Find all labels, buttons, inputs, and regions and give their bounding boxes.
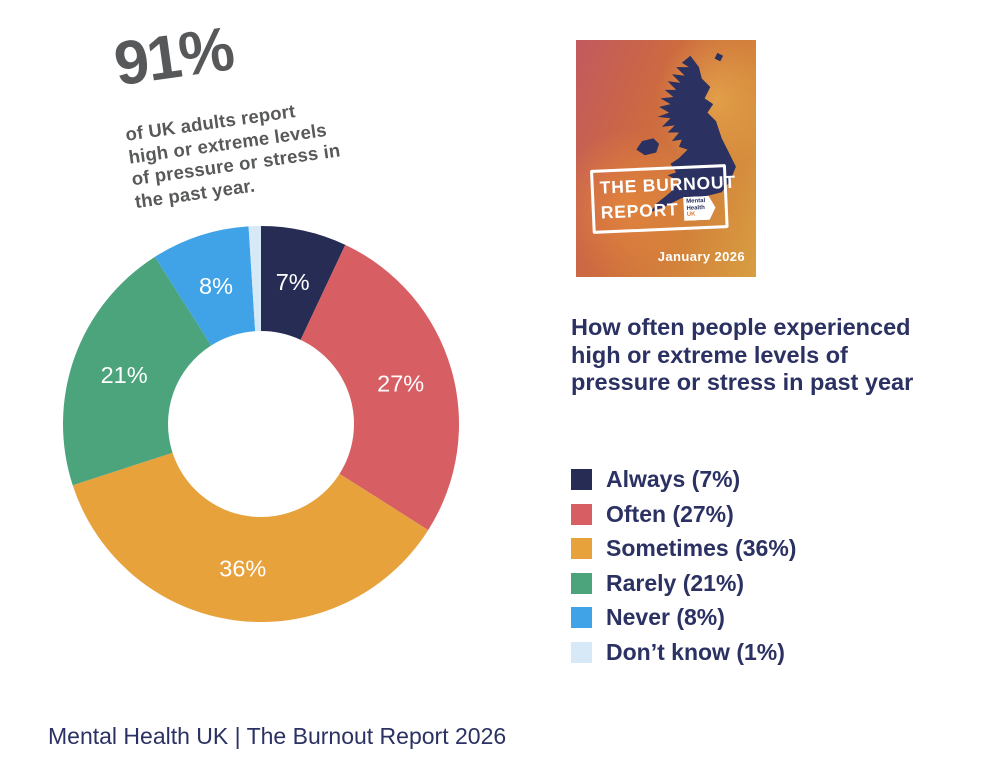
legend-swatch [571,641,592,663]
great-britain-shape [650,55,736,213]
legend-label: Often (27%) [606,500,734,527]
chart-legend: Always (7%) Often (27%) Sometimes (36%) Rar… [571,466,796,673]
slice-label: 36% [219,556,266,582]
stamp-title-line1: THE BURNOUT [599,171,737,198]
chart-title-line: high or extreme levels of [571,341,848,368]
stat-91-percent: 91% [110,14,237,100]
legend-label: Sometimes (36%) [606,535,797,561]
donut-slice-rarely [62,256,212,486]
legend-label: Rarely (21%) [606,569,745,596]
chart-title: How often people experienced high or ext… [571,314,913,397]
legend-label: Always (7%) [606,466,741,492]
donut-slice-always [261,226,346,340]
burnout-report-stamp: THE BURNOUT REPORT Mental Health UK [590,164,737,234]
donut-chart: 7% 27% 36% 21% 8% [62,226,460,623]
legend-item: Rarely (21%) [571,570,796,597]
legend-item: Don’t know (1%) [571,639,796,666]
legend-item: Never (8%) [571,604,796,631]
slice-label: 27% [377,371,424,397]
legend-item: Sometimes (36%) [571,535,796,562]
legend-item: Always (7%) [571,466,796,493]
northern-ireland-shape [636,138,660,156]
donut-slice-sometimes [72,452,429,623]
legend-label: Never (8%) [606,604,725,630]
legend-swatch [571,503,592,525]
legend-swatch [571,607,592,628]
slice-label: 8% [199,273,233,299]
cover-date: January 2026 [657,249,745,264]
stat-description: of UK adults report high or extreme leve… [124,95,345,213]
donut-slice-don-t-know [248,226,261,332]
footer-attribution: Mental Health UK | The Burnout Report 20… [48,723,507,749]
stamp-title-line2: REPORT [600,198,679,223]
legend-label: Don’t know (1%) [606,638,785,665]
slice-label: 7% [276,269,310,295]
shetland-shape [714,52,724,62]
legend-swatch [571,469,592,490]
donut-slice-never [154,226,256,346]
mental-health-uk-logo: Mental Health UK [683,196,716,221]
legend-swatch [571,538,592,559]
flame-glow [576,130,696,277]
uk-map-silhouette [636,52,736,213]
report-cover: THE BURNOUT REPORT Mental Health UK Janu… [576,40,756,277]
legend-item: Often (27%) [571,501,796,528]
chart-title-line: How often people experienced [571,314,911,340]
slice-label: 21% [101,362,148,388]
logo-line: UK [686,211,696,219]
chart-title-line: pressure or stress in past year [571,369,914,396]
donut-slice-often [300,244,460,531]
legend-swatch [571,572,592,594]
